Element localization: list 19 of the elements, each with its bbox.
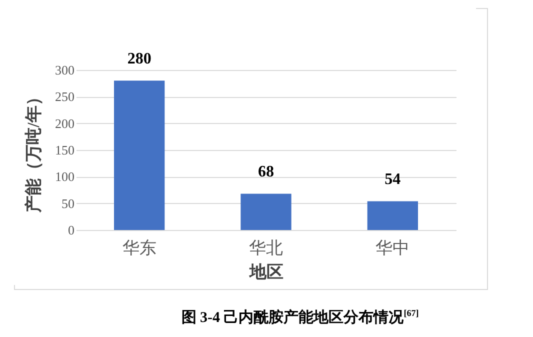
text: 图 3-4 己内酰胺产能地区分布情况$^{[67]}$ [180, 308, 420, 327]
y-tick-label: 300 [55, 62, 74, 78]
y-tick-label: 250 [55, 89, 74, 104]
y-tick-label: 150 [55, 142, 74, 158]
y-axis-title: 产能（万吨/年） [24, 88, 43, 214]
data-label: 68 [258, 164, 274, 181]
y-tick-label: 200 [55, 116, 74, 131]
bar [240, 194, 292, 230]
x-tick-label: 华东 [122, 238, 156, 258]
x-axis-title: 地区 [248, 262, 284, 282]
y-tick-label: 0 [68, 222, 74, 238]
data-label: 54 [384, 171, 401, 188]
bar [367, 201, 418, 230]
bar [114, 80, 165, 230]
x-tick-label: 华北 [249, 238, 283, 258]
y-tick-label: 50 [62, 196, 74, 211]
y-tick-label: 100 [55, 169, 74, 184]
data-label: 280 [127, 50, 152, 68]
x-tick-label: 华中 [376, 238, 410, 258]
